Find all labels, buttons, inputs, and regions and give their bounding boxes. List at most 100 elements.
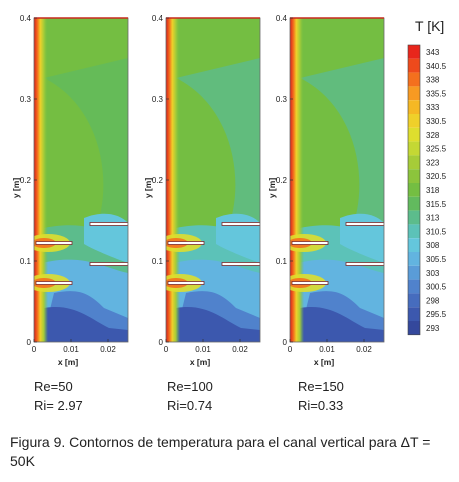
colorbar-swatch — [408, 141, 420, 156]
contour-band — [300, 58, 384, 233]
fin — [291, 241, 329, 245]
colorbar-level-label: 335.5 — [426, 89, 447, 98]
reynolds-label: Re=150 — [298, 379, 344, 394]
x-tick-label: 0 — [164, 345, 169, 354]
y-axis-label: y [m] — [267, 178, 277, 198]
colorbar-level-label: 298 — [426, 296, 440, 305]
colorbar-swatch — [408, 252, 420, 266]
colorbar-swatch — [408, 155, 420, 170]
colorbar-swatch — [408, 127, 420, 142]
y-tick-label: 0.3 — [276, 95, 288, 104]
colorbar-level-label: 320.5 — [426, 172, 447, 181]
colorbar-swatch — [408, 293, 420, 308]
colorbar-level-label: 293 — [426, 324, 440, 333]
temperature-colorbar: 343 340.5 338 335.5 333 330.5 328 325.5 323 320.5… — [407, 44, 447, 336]
y-tick-label: 0.2 — [20, 176, 32, 185]
fin — [89, 222, 128, 226]
contour-panel: 0 0.1 0.2 0.3 0.4 0 0.01 0.02 x [m] y [m] — [11, 14, 129, 367]
fin — [345, 222, 384, 226]
case-label-1: Re=50 Ri= 2.97 — [34, 377, 83, 415]
richardson-label: Ri=0.74 — [167, 398, 213, 413]
hot-wall-gradient — [166, 18, 180, 342]
contour-band — [216, 213, 260, 263]
colorbar-swatch — [408, 183, 420, 197]
contour-field — [166, 18, 260, 342]
x-tick-label: 0 — [32, 345, 37, 354]
caption-text: Contornos de temperatura para el canal v… — [10, 434, 431, 469]
x-axis-label: x [m] — [190, 357, 210, 367]
case-label-3: Re=150 Ri=0.33 — [298, 377, 344, 415]
x-axis-label: x [m] — [314, 357, 334, 367]
colorbar-level-label: 310.5 — [426, 227, 447, 236]
colorbar-level-label: 340.5 — [426, 62, 447, 71]
y-tick-label: 0.2 — [152, 176, 164, 185]
contour-band — [298, 307, 384, 342]
x-tick-label: 0.02 — [100, 345, 116, 354]
y-tick-label: 0.1 — [20, 257, 32, 266]
x-tick-label: 0.01 — [195, 345, 211, 354]
fin — [167, 241, 205, 245]
y-tick-label: 0.2 — [276, 176, 288, 185]
colorbar-swatch — [408, 238, 420, 252]
x-axis-label: x [m] — [58, 357, 78, 367]
x-tick-label: 0 — [288, 345, 293, 354]
colorbar-level-label: 338 — [426, 76, 440, 85]
y-tick-label: 0.3 — [152, 95, 164, 104]
y-tick-label: 0 — [27, 338, 32, 347]
colorbar-swatch — [408, 321, 420, 335]
colorbar-swatch — [408, 196, 420, 211]
fin — [35, 281, 73, 285]
case-label-2: Re=100 Ri=0.74 — [167, 377, 213, 415]
x-tick-label: 0.02 — [232, 345, 248, 354]
y-tick-label: 0.3 — [20, 95, 32, 104]
colorbar-level-label: 295.5 — [426, 310, 447, 319]
colorbar-level-label: 305.5 — [426, 255, 447, 264]
y-tick-label: 0.4 — [20, 14, 32, 23]
colorbar-swatch — [408, 86, 420, 101]
y-tick-label: 0.4 — [276, 14, 288, 23]
fin — [345, 262, 384, 266]
colorbar-swatch — [408, 58, 420, 73]
colorbar-title: T [K] — [415, 18, 445, 34]
colorbar-level-label: 333 — [426, 103, 440, 112]
colorbar-swatch — [408, 224, 420, 239]
hot-wall-gradient — [34, 18, 48, 342]
colorbar-level-label: 330.5 — [426, 117, 447, 126]
y-tick-label: 0.4 — [152, 14, 164, 23]
contour-band — [42, 307, 128, 342]
x-tick-label: 0.02 — [356, 345, 372, 354]
contour-band — [176, 58, 260, 233]
colorbar-swatch — [408, 169, 420, 183]
colorbar-level-label: 328 — [426, 131, 440, 140]
colorbar-swatch — [408, 279, 420, 294]
colorbar-level-label: 315.5 — [426, 200, 447, 209]
contour-band — [84, 213, 128, 263]
contour-band — [44, 58, 128, 233]
colorbar-level-label: 303 — [426, 269, 440, 278]
y-axis-label: y [m] — [11, 178, 21, 198]
fin — [35, 241, 73, 245]
colorbar-level-label: 325.5 — [426, 145, 447, 154]
richardson-label: Ri=0.33 — [298, 398, 344, 413]
fin — [291, 281, 329, 285]
y-tick-label: 0.1 — [152, 257, 164, 266]
colorbar-swatch — [408, 307, 420, 321]
colorbar-level-label: 318 — [426, 186, 440, 195]
y-tick-label: 0 — [283, 338, 288, 347]
colorbar-swatch — [408, 265, 420, 280]
colorbar-swatch — [408, 45, 420, 59]
colorbar-swatch — [408, 114, 420, 128]
colorbar-level-label: 343 — [426, 48, 440, 57]
colorbar-frame — [407, 44, 421, 336]
reynolds-label: Re=50 — [34, 379, 73, 394]
x-tick-label: 0.01 — [63, 345, 79, 354]
contour-band — [174, 307, 260, 342]
contour-field — [34, 18, 128, 342]
colorbar-level-label: 308 — [426, 241, 440, 250]
fin — [167, 281, 205, 285]
fin — [221, 262, 260, 266]
x-tick-label: 0.01 — [319, 345, 335, 354]
colorbar-swatch — [408, 72, 420, 87]
y-tick-label: 0 — [159, 338, 164, 347]
